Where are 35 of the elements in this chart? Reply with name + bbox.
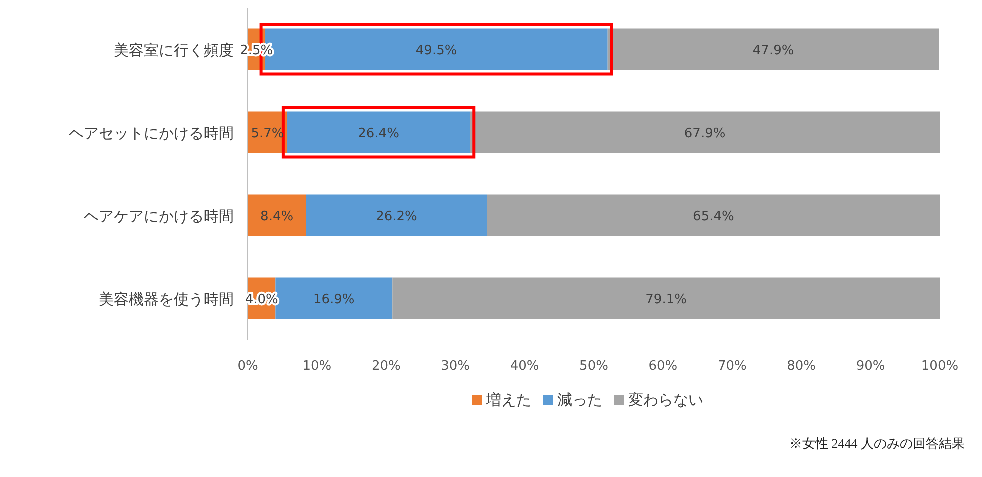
legend-label: 変わらない	[628, 392, 704, 409]
data-label: 2.5%	[240, 44, 274, 58]
text: ※女性 2444 人のみの回答結果	[790, 436, 965, 451]
x-tick-label: 100%	[921, 359, 959, 374]
data-label: 8.4%	[260, 210, 294, 224]
data-label: 79.1%	[646, 292, 687, 308]
legend-label: 減った	[558, 392, 602, 409]
x-tick-label: 40%	[510, 359, 540, 374]
data-label: 67.9%	[684, 126, 726, 142]
x-tick-label: 10%	[302, 359, 332, 374]
x-tick-label: 90%	[856, 359, 886, 374]
data-label: 47.9%	[752, 44, 794, 58]
bar	[470, 112, 940, 154]
bar	[248, 194, 306, 236]
bar	[608, 28, 940, 70]
data-label: 16.9%	[314, 292, 355, 308]
data-label: 65.4%	[693, 210, 734, 224]
y-tick-label: 美容機器を使う時間	[99, 292, 234, 308]
y-tick-label: ヘアケアにかける時間	[84, 208, 234, 226]
bar	[392, 278, 940, 320]
legend-label: 増えた	[486, 392, 532, 409]
data-label: 49.5%	[416, 44, 458, 58]
x-tick-label: 70%	[718, 359, 747, 374]
x-tick-label: 80%	[787, 359, 816, 374]
data-label: 26.2%	[376, 210, 418, 224]
data-label: 26.4%	[358, 126, 400, 142]
y-tick-label: ヘアセットにかける時間	[69, 126, 234, 142]
y-tick-label: 美容室に行く頻度	[114, 42, 234, 60]
x-tick-label: 60%	[648, 359, 678, 374]
x-tick-label: 20%	[372, 359, 401, 374]
x-tick-label: 30%	[441, 359, 470, 374]
bar	[306, 194, 488, 236]
x-tick-label: 50%	[580, 359, 608, 374]
bar	[487, 194, 940, 236]
x-tick-label: 0%	[238, 359, 258, 374]
